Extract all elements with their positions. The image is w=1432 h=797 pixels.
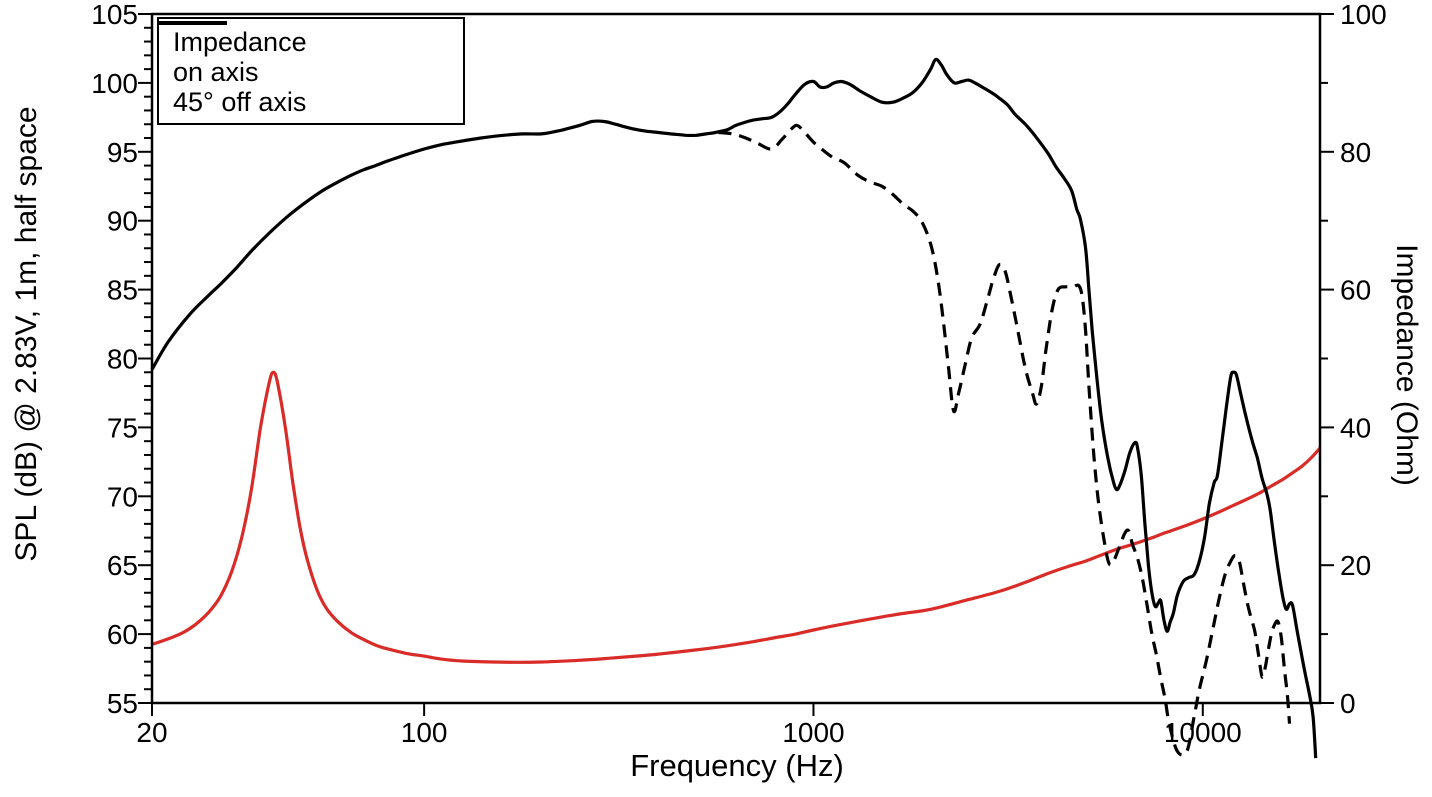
y-left-tick-label: 95 xyxy=(107,137,138,168)
x-tick-label: 1000 xyxy=(782,717,844,748)
off-axis-dashed-line-swatch xyxy=(159,21,227,25)
legend-item-impedance: Impedance xyxy=(159,21,463,57)
y-right-tick-label: 0 xyxy=(1340,688,1356,719)
y-right-tick-label: 60 xyxy=(1340,275,1371,306)
y-right-tick-label: 40 xyxy=(1340,412,1371,443)
legend: Impedance on axis 45° off axis xyxy=(157,17,465,125)
on-axis-curve xyxy=(150,57,1318,759)
legend-label-impedance: Impedance xyxy=(173,26,307,57)
y-left-tick-label: 105 xyxy=(91,0,138,30)
off-axis-45-curve xyxy=(718,123,1292,757)
y-left-tick-label: 85 xyxy=(107,275,138,306)
x-tick-label: 100 xyxy=(401,717,448,748)
y-right-tick-label: 100 xyxy=(1340,0,1387,30)
y-axis-label-left: SPL (dB) @ 2.83V, 1m, half space xyxy=(10,106,43,562)
impedance-curve xyxy=(151,370,1322,664)
y-axis-label-right: Impedance (Ohm) xyxy=(1390,244,1423,486)
y-left-tick-label: 80 xyxy=(107,344,138,375)
legend-label-off-axis: 45° off axis xyxy=(173,86,307,117)
x-axis-label: Frequency (Hz) xyxy=(630,748,844,783)
legend-item-off-axis: 45° off axis xyxy=(159,21,463,117)
y-left-tick-label: 70 xyxy=(107,481,138,512)
y-left-tick-label: 65 xyxy=(107,550,138,581)
legend-item-on-axis: on axis xyxy=(159,21,463,87)
y-left-tick-label: 100 xyxy=(91,68,138,99)
legend-label-on-axis: on axis xyxy=(173,56,259,87)
tick-labels: 20 100 1000 1000010510095908580757065605510… xyxy=(91,0,1386,748)
y-left-tick-label: 75 xyxy=(107,412,138,443)
y-right-tick-label: 20 xyxy=(1340,550,1371,581)
y-left-tick-label: 90 xyxy=(107,206,138,237)
x-tick-label: 10000 xyxy=(1164,717,1242,748)
y-right-tick-label: 80 xyxy=(1340,137,1371,168)
y-left-tick-label: 55 xyxy=(107,688,138,719)
x-tick-label: 20 xyxy=(136,717,167,748)
plot-frame xyxy=(150,12,1322,705)
y-left-tick-label: 60 xyxy=(107,619,138,650)
axis-ticks xyxy=(138,13,1334,716)
